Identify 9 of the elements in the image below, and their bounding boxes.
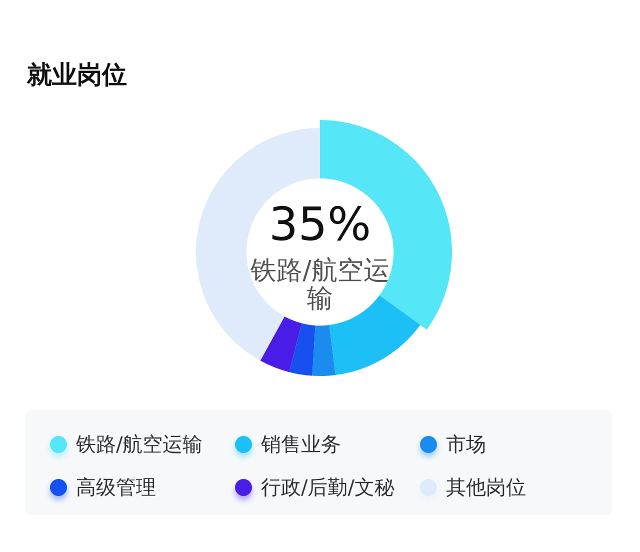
legend-label: 高级管理 <box>76 474 156 501</box>
slice-label: 铁路/航空运输 <box>250 256 390 314</box>
legend-label: 其他岗位 <box>446 474 526 501</box>
legend-label: 销售业务 <box>261 431 341 458</box>
chart-title: 就业岗位 <box>27 59 127 91</box>
legend-label: 铁路/航空运输 <box>76 431 203 458</box>
legend-label: 行政/后勤/文秘 <box>261 474 394 501</box>
legend-label: 市场 <box>446 431 486 458</box>
data-label: 35% <box>268 196 372 251</box>
